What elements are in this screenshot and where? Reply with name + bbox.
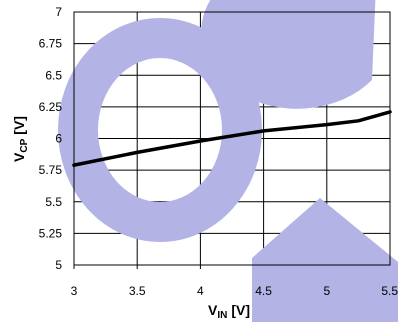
- y-tick-label: 5.75: [39, 163, 63, 177]
- y-tick-label: 5.25: [39, 226, 63, 240]
- y-tick-label: 6: [55, 132, 62, 146]
- watermark-ring: [58, 18, 262, 242]
- x-axis-label-main: V: [208, 302, 218, 318]
- y-axis-label-main: V: [11, 152, 27, 162]
- watermark-bottom-shape: [252, 198, 398, 322]
- y-tick-label: 6.5: [45, 68, 62, 82]
- watermark: [58, 0, 398, 322]
- y-axis-label-sub: CP: [19, 138, 30, 152]
- y-tick-label: 7: [55, 5, 62, 19]
- x-axis-label-unit: [V]: [231, 302, 250, 318]
- y-tick-label: 6.75: [39, 37, 63, 51]
- watermark-top-shape: [201, 0, 376, 109]
- x-tick-label: 3.5: [129, 284, 146, 298]
- y-tick-label: 5.5: [45, 195, 62, 209]
- series-line-0: [72, 110, 392, 167]
- y-tick-label: 5: [55, 258, 62, 272]
- x-tick-label: 5: [323, 284, 330, 298]
- x-tick-label: 5.5: [381, 284, 398, 298]
- y-axis-label: VCP [V]: [11, 116, 30, 162]
- x-axis-label: VIN [V]: [208, 302, 250, 321]
- x-tick-label: 3: [71, 284, 78, 298]
- y-tick-label: 6.25: [39, 100, 63, 114]
- y-axis-label-unit: [V]: [11, 116, 27, 135]
- x-axis-label-sub: IN: [217, 310, 227, 321]
- series-layer: [72, 110, 392, 167]
- x-tick-label: 4: [197, 284, 204, 298]
- plot-frame: [73, 11, 391, 266]
- x-tick-labels: 3 3.5 4 4.5 5 5.5: [71, 284, 398, 298]
- y-tick-labels: 5 5.25 5.5 5.75 6 6.25 6.5 6.75 7: [39, 5, 63, 272]
- x-tick-label: 4.5: [255, 284, 272, 298]
